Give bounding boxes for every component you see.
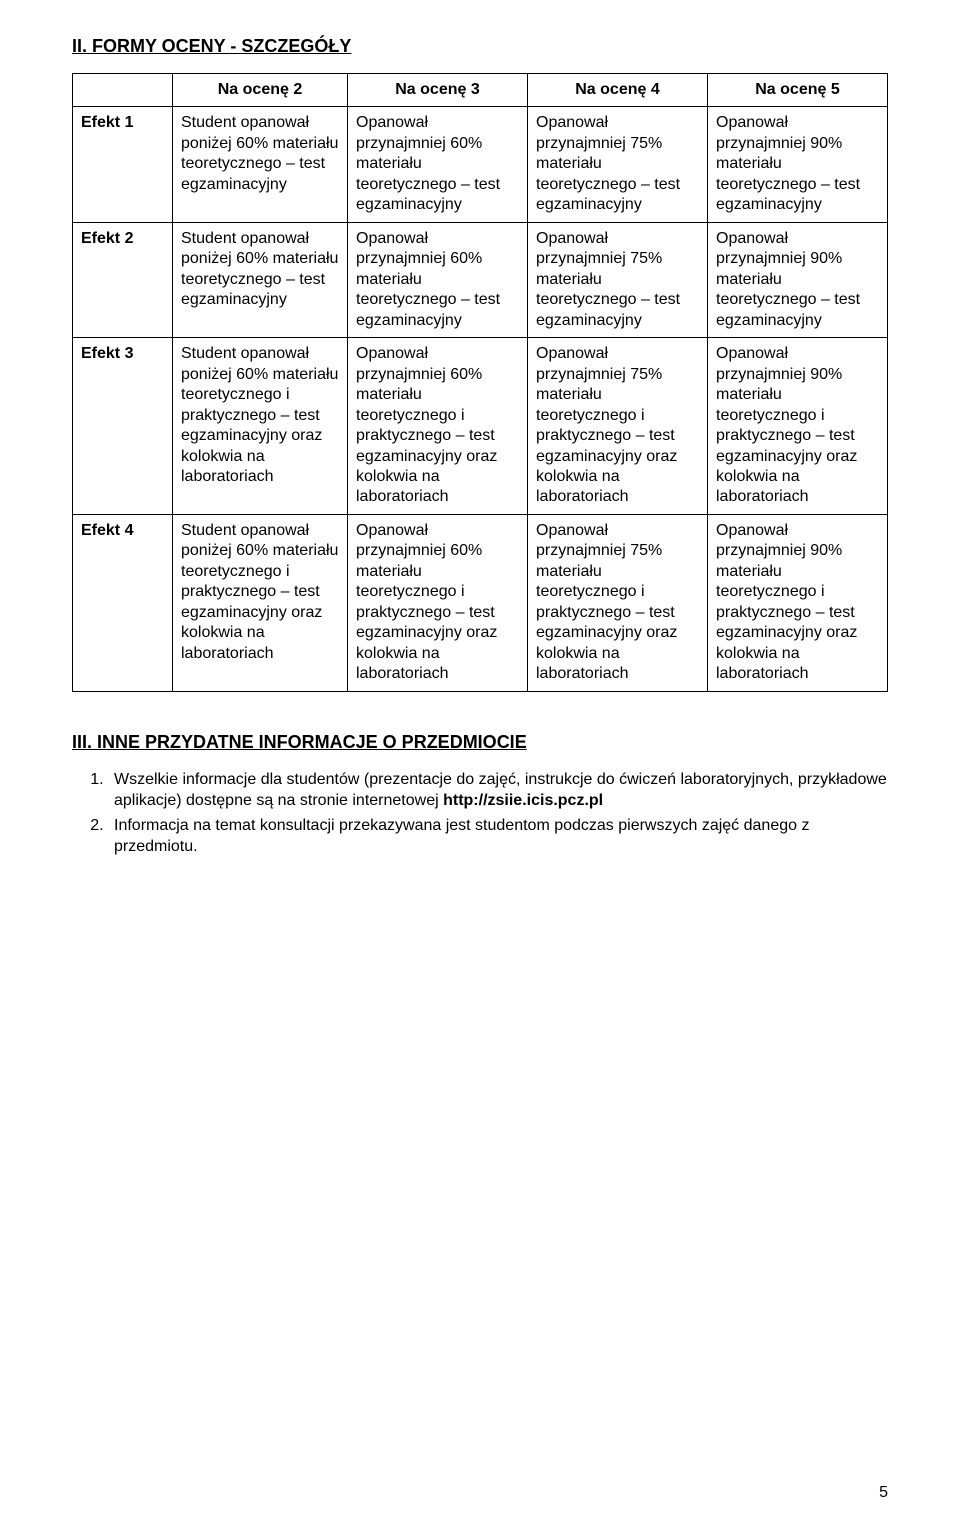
table-row: Efekt 2 Student opanował poniżej 60% mat… xyxy=(73,222,888,337)
page: II. FORMY OCENY - SZCZEGÓŁY Na ocenę 2 N… xyxy=(0,0,960,1538)
table-cell: Opanował przynajmniej 90% materiału teor… xyxy=(708,222,888,337)
table-header-row: Na ocenę 2 Na ocenę 3 Na ocenę 4 Na ocen… xyxy=(73,74,888,107)
row-label: Efekt 2 xyxy=(73,222,173,337)
table-cell: Opanował przynajmniej 90% materiału teor… xyxy=(708,107,888,222)
table-row: Efekt 3 Student opanował poniżej 60% mat… xyxy=(73,338,888,515)
section-3-heading: III. INNE PRZYDATNE INFORMACJE O PRZEDMI… xyxy=(72,732,888,753)
table-cell: Student opanował poniżej 60% materiału t… xyxy=(173,514,348,691)
table-row: Efekt 1 Student opanował poniżej 60% mat… xyxy=(73,107,888,222)
row-label: Efekt 4 xyxy=(73,514,173,691)
table-cell: Opanował przynajmniej 90% materiału teor… xyxy=(708,514,888,691)
table-cell: Student opanował poniżej 60% materiału t… xyxy=(173,338,348,515)
table-cell: Opanował przynajmniej 75% materiału teor… xyxy=(528,514,708,691)
table-cell: Student opanował poniżej 60% materiału t… xyxy=(173,107,348,222)
list-item: Informacja na temat konsultacji przekazy… xyxy=(108,815,888,857)
table-cell: Opanował przynajmniej 60% materiału teor… xyxy=(348,338,528,515)
col-header-grade-2: Na ocenę 2 xyxy=(173,74,348,107)
table-cell: Opanował przynajmniej 60% materiału teor… xyxy=(348,107,528,222)
info-list: Wszelkie informacje dla studentów (preze… xyxy=(72,769,888,857)
list-item: Wszelkie informacje dla studentów (preze… xyxy=(108,769,888,811)
grading-table: Na ocenę 2 Na ocenę 3 Na ocenę 4 Na ocen… xyxy=(72,73,888,692)
section-2-heading: II. FORMY OCENY - SZCZEGÓŁY xyxy=(72,36,888,57)
table-cell: Student opanował poniżej 60% materiału t… xyxy=(173,222,348,337)
row-label: Efekt 1 xyxy=(73,107,173,222)
row-label: Efekt 3 xyxy=(73,338,173,515)
table-cell: Opanował przynajmniej 75% materiału teor… xyxy=(528,222,708,337)
table-cell: Opanował przynajmniej 90% materiału teor… xyxy=(708,338,888,515)
table-cell: Opanował przynajmniej 75% materiału teor… xyxy=(528,338,708,515)
col-header-grade-4: Na ocenę 4 xyxy=(528,74,708,107)
col-header-empty xyxy=(73,74,173,107)
col-header-grade-3: Na ocenę 3 xyxy=(348,74,528,107)
col-header-grade-5: Na ocenę 5 xyxy=(708,74,888,107)
page-number: 5 xyxy=(879,1484,888,1502)
list-item-text: Informacja na temat konsultacji przekazy… xyxy=(114,817,809,855)
table-cell: Opanował przynajmniej 60% materiału teor… xyxy=(348,514,528,691)
table-row: Efekt 4 Student opanował poniżej 60% mat… xyxy=(73,514,888,691)
table-cell: Opanował przynajmniej 75% materiału teor… xyxy=(528,107,708,222)
table-cell: Opanował przynajmniej 60% materiału teor… xyxy=(348,222,528,337)
list-item-bold: http://zsiie.icis.pcz.pl xyxy=(443,792,603,809)
